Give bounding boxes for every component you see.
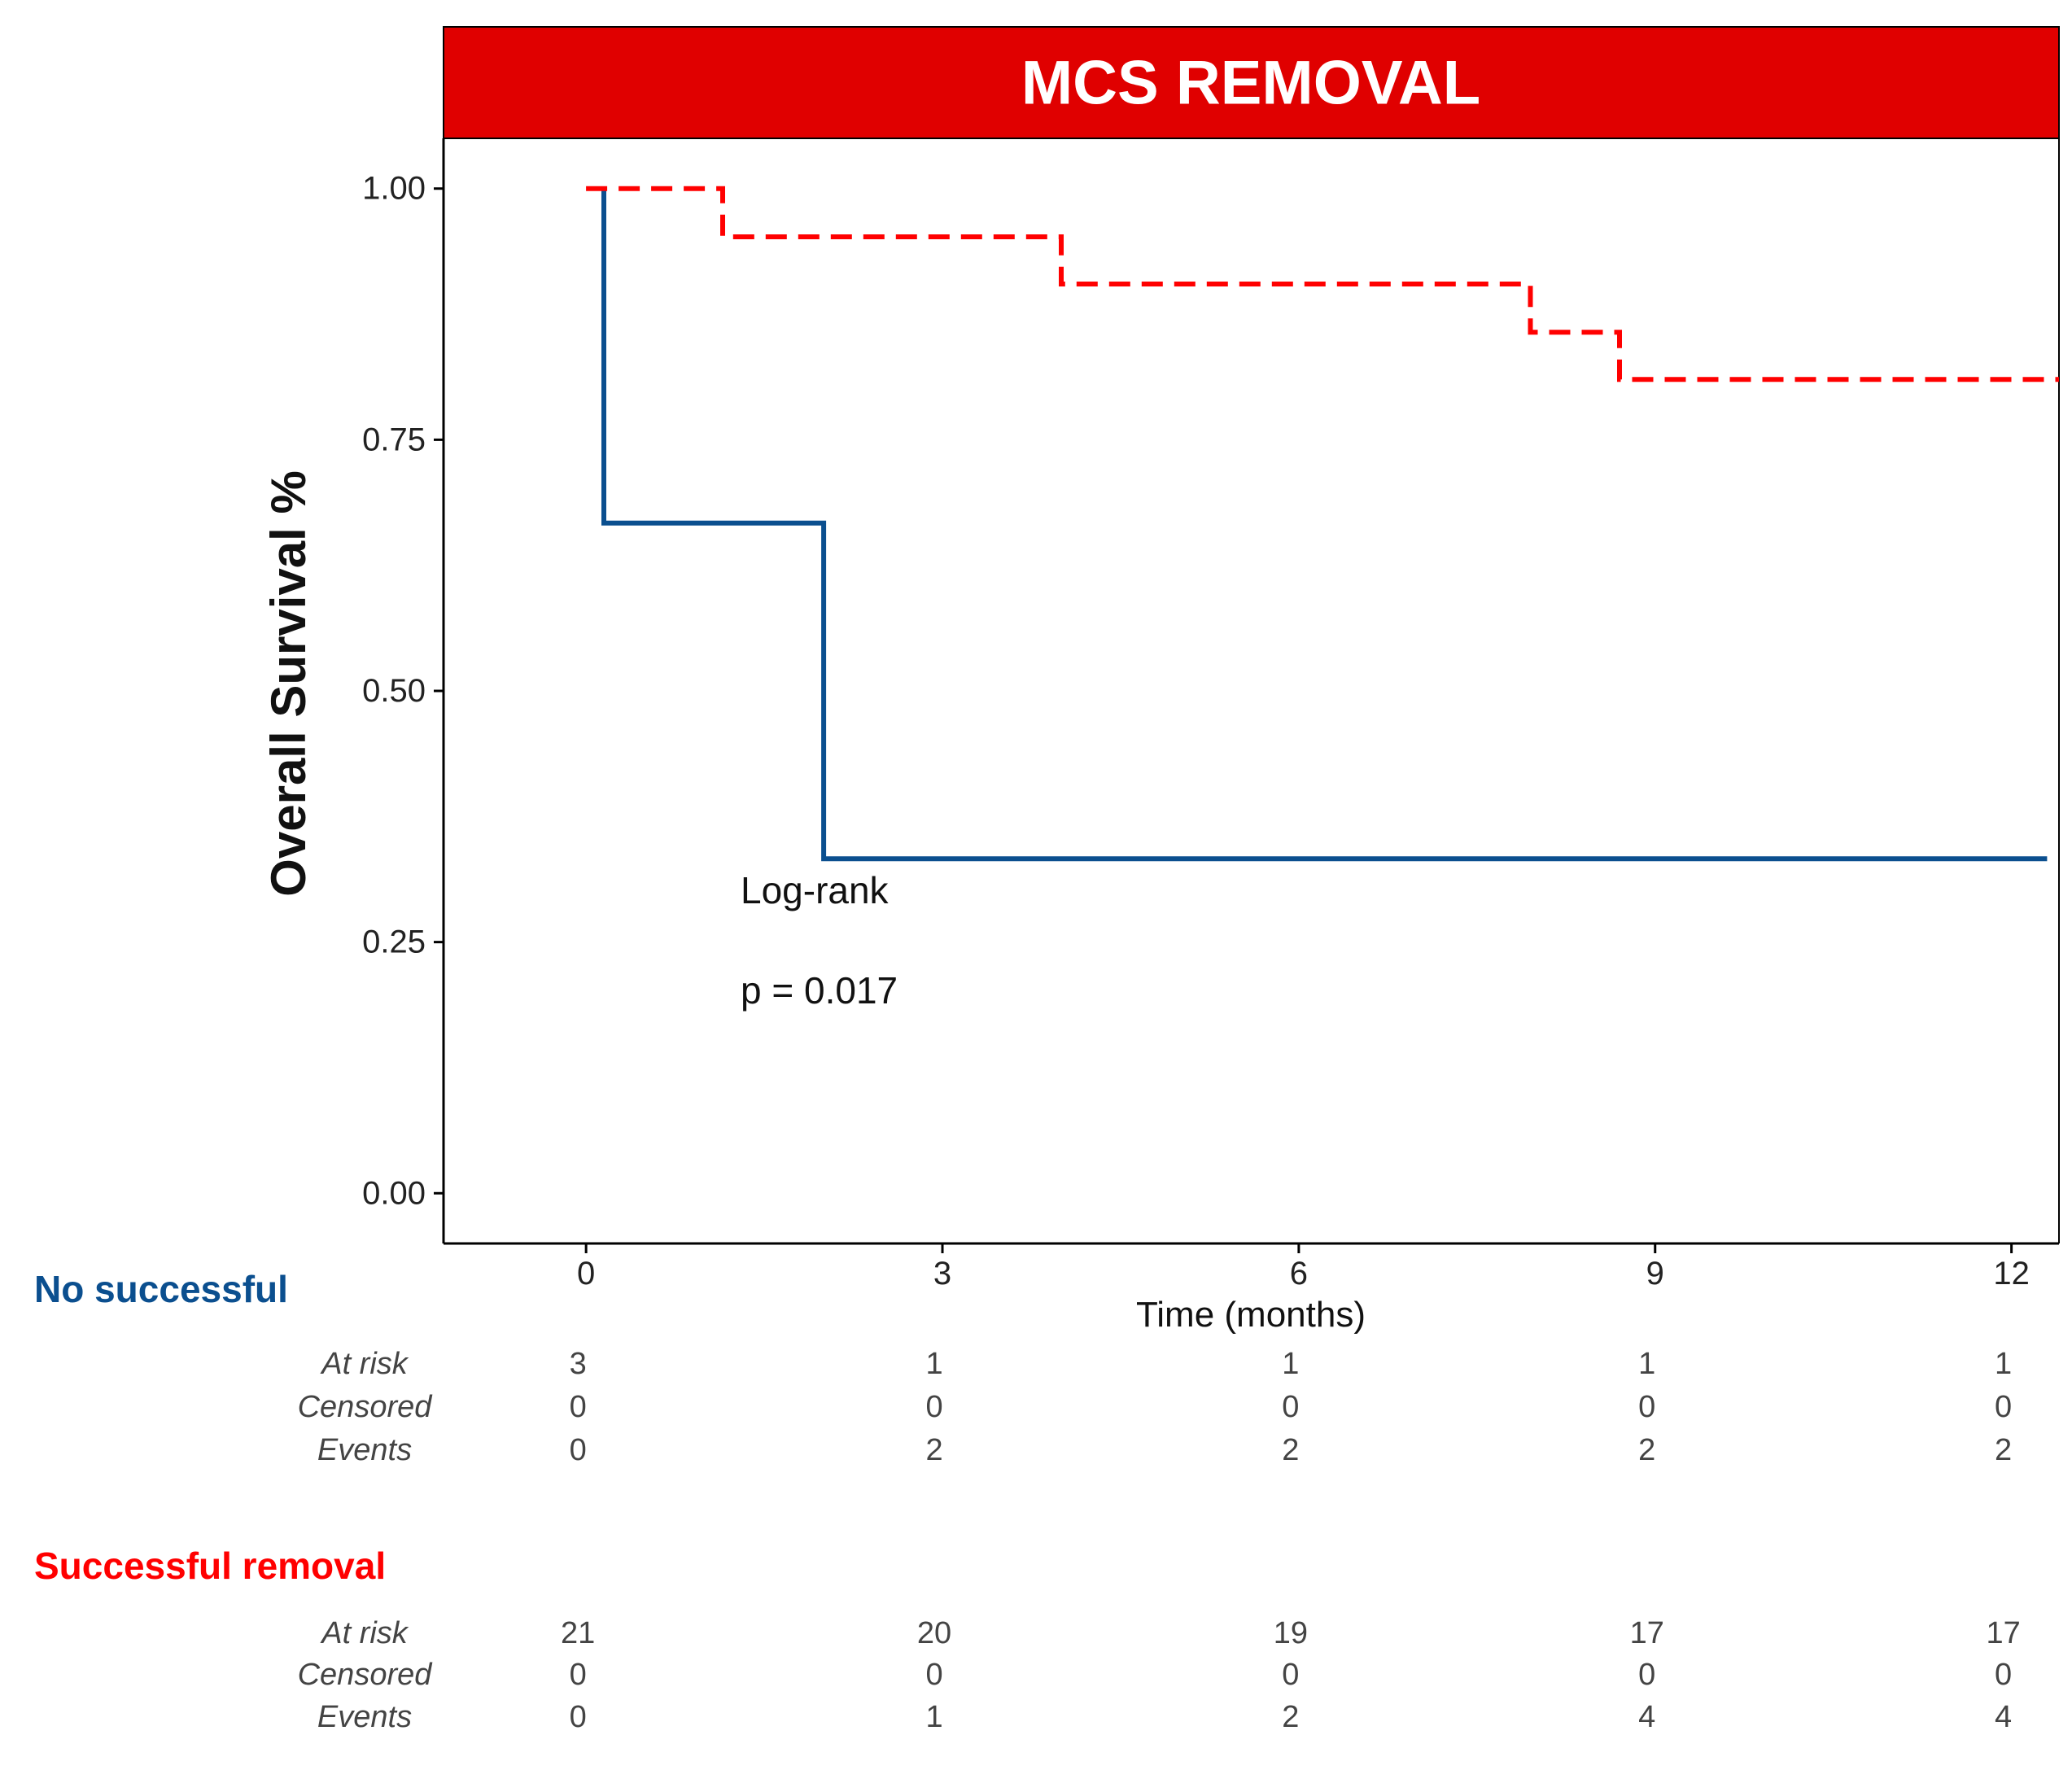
risk-row-label: Censored [298, 1390, 434, 1424]
risk-table-cell: 0 [1638, 1658, 1655, 1692]
risk-table-cell: 0 [1282, 1390, 1299, 1424]
y-ticks: 0.00 0.25 0.50 0.75 1.00 [362, 171, 444, 1211]
risk-table-cell: 0 [1638, 1390, 1655, 1424]
y-tick-label: 0.75 [362, 422, 426, 457]
y-tick-label: 0.25 [362, 924, 426, 960]
risk-row-label: Events [317, 1433, 412, 1467]
risk-table-cell: 4 [1995, 1700, 2012, 1734]
p-value-label: p = 0.017 [741, 969, 898, 1012]
risk-table-cell: 4 [1638, 1700, 1655, 1734]
risk-table-cell: 0 [925, 1658, 942, 1692]
risk-table-cell: 17 [1630, 1616, 1664, 1650]
risk-table-cell: 0 [1995, 1390, 2012, 1424]
risk-row-label: At risk [320, 1347, 409, 1381]
risk-table-cell: 21 [561, 1616, 595, 1650]
risk-table-cell: 0 [1995, 1658, 2012, 1692]
risk-table-cell: 2 [925, 1433, 942, 1467]
risk-table-cell: 20 [917, 1616, 951, 1650]
risk-group-title: Successful removal [34, 1545, 386, 1587]
risk-table-cell: 1 [925, 1700, 942, 1734]
risk-table-cell: 3 [570, 1347, 587, 1381]
title-banner [443, 26, 2060, 139]
x-tick-label: 9 [1646, 1256, 1664, 1291]
x-tick-label: 3 [933, 1256, 951, 1291]
risk-table-cell: 2 [1282, 1433, 1299, 1467]
risk-table-cell: 1 [1638, 1347, 1655, 1381]
risk-table-cell: 0 [925, 1390, 942, 1424]
risk-row-label: At risk [320, 1616, 409, 1650]
series-line-successful-removal [586, 186, 2059, 382]
y-tick-label: 0.50 [362, 673, 426, 709]
risk-table-cell: 2 [1995, 1433, 2012, 1467]
series-line-no-successful [601, 188, 2048, 862]
risk-table-cell: 0 [1282, 1658, 1299, 1692]
risk-row-label: Censored [298, 1658, 434, 1692]
risk-table: No successful At risk 3 1 1 1 1 Censored 0 0 0 0 0 Ev… [34, 1268, 2021, 1734]
risk-table-cell: 0 [570, 1433, 587, 1467]
chart-title: MCS REMOVAL [1021, 49, 1480, 118]
x-ticks: 0 3 6 9 12 [577, 1243, 2030, 1291]
x-tick-label: 6 [1290, 1256, 1308, 1291]
y-tick-label: 0.00 [362, 1175, 426, 1211]
x-axis-title: Time (months) [1136, 1295, 1366, 1335]
y-tick-label: 1.00 [362, 171, 426, 207]
risk-table-cell: 1 [1282, 1347, 1299, 1381]
risk-row-label: Events [317, 1700, 412, 1734]
risk-table-cell: 2 [1638, 1433, 1655, 1467]
x-tick-label: 12 [1993, 1256, 2030, 1291]
risk-table-cell: 0 [570, 1700, 587, 1734]
risk-table-cell: 1 [1995, 1347, 2012, 1381]
risk-table-cell: 0 [570, 1658, 587, 1692]
series-layer [586, 186, 2059, 862]
risk-table-cell: 17 [1986, 1616, 2020, 1650]
log-rank-label: Log-rank [741, 869, 890, 911]
risk-table-cell: 0 [570, 1390, 587, 1424]
y-axis-title: Overall Survival % [261, 470, 316, 897]
risk-group-title: No successful [34, 1268, 288, 1310]
risk-table-cell: 19 [1274, 1616, 1308, 1650]
risk-table-cell: 2 [1282, 1700, 1299, 1734]
risk-table-cell: 1 [925, 1347, 942, 1381]
x-tick-label: 0 [577, 1256, 595, 1291]
